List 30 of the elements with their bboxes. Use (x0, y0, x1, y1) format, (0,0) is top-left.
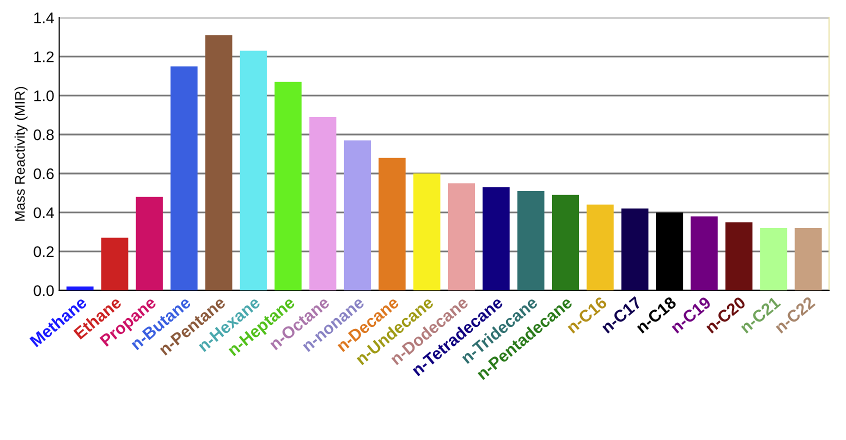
bar (725, 222, 752, 290)
bar (240, 50, 267, 290)
y-tick-label: 0.2 (34, 246, 54, 258)
bar (448, 183, 476, 290)
bar (690, 216, 718, 290)
bar (344, 140, 371, 290)
bar (309, 116, 336, 290)
y-tick-label: 0.0 (34, 285, 54, 296)
bar (101, 238, 128, 290)
y-tick-label: 0.6 (34, 168, 54, 180)
bar (517, 191, 544, 290)
y-tick-label: 1.0 (34, 90, 54, 102)
bar (621, 208, 648, 290)
y-tick-label: 0.8 (34, 129, 54, 140)
y-tick-label: 1.4 (34, 12, 54, 24)
bar (66, 286, 94, 290)
bar (586, 204, 614, 290)
y-tick-label: 1.2 (34, 51, 54, 62)
bar (794, 228, 822, 290)
bar (170, 66, 198, 290)
bar (413, 173, 440, 290)
y-axis-title: Mass Reactivity (MIR) (14, 86, 28, 221)
y-tick-label: 0.4 (34, 207, 54, 218)
bar (760, 228, 788, 290)
bar (482, 187, 510, 290)
bar (378, 158, 406, 290)
bar (205, 35, 232, 290)
bar (552, 194, 580, 290)
bar (274, 82, 302, 290)
bar (136, 196, 163, 290)
